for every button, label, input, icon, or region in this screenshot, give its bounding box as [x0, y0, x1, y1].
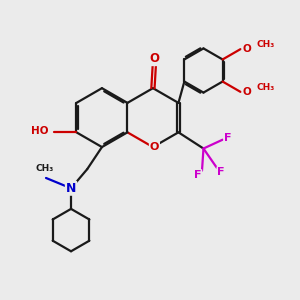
Text: CH₃: CH₃ — [256, 40, 275, 49]
Text: F: F — [194, 170, 201, 180]
Text: O: O — [150, 142, 159, 152]
Text: CH₃: CH₃ — [256, 83, 275, 92]
Text: HO: HO — [31, 126, 49, 136]
Text: O: O — [242, 44, 251, 54]
Text: N: N — [66, 182, 76, 195]
Text: O: O — [242, 87, 251, 97]
Text: CH₃: CH₃ — [35, 164, 54, 173]
Text: F: F — [218, 167, 225, 177]
Text: F: F — [224, 133, 232, 143]
Text: O: O — [149, 52, 159, 65]
